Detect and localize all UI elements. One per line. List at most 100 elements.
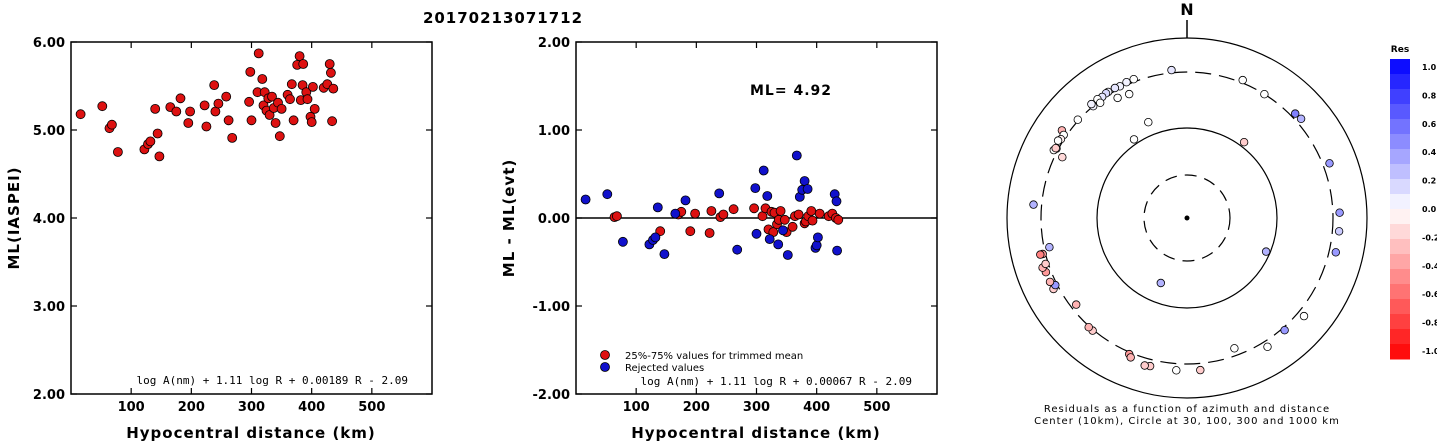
legend-blue-label: Rejected values (625, 363, 704, 374)
colorbar-cell (1390, 269, 1410, 285)
colorbar-cell (1390, 149, 1410, 165)
station-residual-point (1095, 98, 1105, 107)
station-residual-point (1299, 311, 1309, 321)
station-residual-point (1122, 77, 1131, 87)
x-tick-label: 400 (298, 400, 325, 415)
station-residual-point (1126, 353, 1135, 362)
station-residual-point (1110, 83, 1120, 93)
ml-vs-distance-panel: 100 200 300 400 500 2.00 3.00 4.00 5.00 6.00 ML(I… (5, 36, 433, 441)
data-point (306, 117, 317, 127)
data-point (328, 83, 339, 94)
rejected-point (652, 202, 663, 213)
y-tick-label: 0.00 (538, 212, 570, 227)
station-residual-point (1144, 117, 1153, 127)
data-point (244, 96, 255, 107)
station-residual-point (1172, 366, 1181, 375)
legend-red-label: 25%-75% values for trimmed mean (625, 351, 803, 362)
station-residual-point (1029, 200, 1038, 209)
x-tick-label: 100 (623, 400, 650, 415)
colorbar-label: -0.6 (1422, 290, 1437, 299)
station-residual-point (1196, 365, 1205, 375)
data-point (209, 80, 220, 90)
rejected-point (773, 239, 784, 250)
colorbar-cell (1390, 74, 1410, 90)
data-point (201, 121, 212, 132)
station-residual-point (1156, 278, 1165, 288)
station-residual-point (1140, 361, 1149, 370)
panel2-formula: log A(nm) + 1.11 log R + 0.00067 R - 2.0… (640, 375, 912, 388)
panel1-ylabel: ML(IASPEI) (5, 166, 23, 269)
x-tick-label: 400 (803, 400, 830, 415)
colorbar-cell (1390, 329, 1410, 345)
residual-colorbar: Res 1.0 0.8 0.6 0.4 0.2 0.0 -0.2 -0.4 -0.6 -0.8 -1… (1390, 45, 1437, 360)
data-point (298, 59, 309, 69)
station-residual-point (1045, 277, 1055, 287)
colorbar-label: 1.0 (1422, 63, 1437, 72)
colorbar-cell (1390, 239, 1410, 255)
colorbar-cell (1390, 194, 1410, 210)
station-residual-point (1296, 114, 1306, 123)
colorbar-cell (1390, 209, 1410, 225)
y-tick-label: 2.00 (538, 36, 570, 51)
ring-1000km (1006, 37, 1368, 399)
station-residual-point (1087, 99, 1096, 109)
colorbar-label: -0.4 (1422, 262, 1437, 271)
panel1-formula: log A(nm) + 1.11 log R + 0.00189 R - 2.0… (136, 374, 408, 387)
station-residual-point (1335, 208, 1344, 217)
data-point (779, 214, 790, 225)
station-residual-point (1124, 89, 1134, 99)
data-point (806, 206, 817, 216)
data-point (246, 115, 257, 126)
colorbar-label: -0.8 (1422, 319, 1437, 328)
rejected-point (758, 165, 769, 176)
colorbar-cell (1390, 134, 1410, 150)
data-point (307, 82, 318, 92)
y-tick-label: 2.00 (33, 388, 65, 403)
colorbar-cell (1390, 59, 1410, 75)
data-point (728, 204, 739, 215)
rejected-point (832, 245, 842, 256)
station-residual-point (1325, 159, 1334, 168)
y-tick-label: -2.00 (533, 388, 570, 403)
azimuth-distance-panel: N Residuals as a function of azimuth and… (1006, 0, 1368, 427)
data-point (150, 104, 161, 114)
colorbar-cell (1390, 224, 1410, 240)
colorbar-label: -1.0 (1422, 347, 1437, 356)
data-point (286, 79, 297, 90)
data-point (199, 100, 210, 111)
rejected-point (782, 250, 793, 260)
rejected-point (714, 188, 725, 199)
rejected-point (650, 232, 661, 243)
rejected-point (831, 196, 842, 207)
station-residual-point (1071, 300, 1081, 309)
data-point (253, 48, 264, 59)
station-residual-point (1073, 115, 1082, 124)
y-tick-label: 6.00 (33, 36, 65, 51)
rejected-point (764, 234, 775, 245)
data-point (274, 131, 285, 142)
panel1-xlabel: Hypocentral distance (km) (126, 424, 376, 441)
rejected-point (802, 184, 813, 194)
rejected-point (750, 183, 761, 194)
rejected-point (680, 195, 691, 206)
data-point (833, 214, 844, 225)
data-point (807, 215, 818, 226)
data-point (270, 118, 281, 128)
y-tick-label: -1.00 (533, 300, 570, 315)
data-point (107, 119, 117, 130)
rejected-point (751, 228, 762, 239)
x-tick-label: 500 (863, 400, 890, 415)
data-point (309, 104, 320, 114)
x-tick-label: 200 (683, 400, 710, 415)
data-point (221, 91, 232, 102)
colorbar-title: Res (1391, 45, 1409, 55)
rejected-point (670, 208, 681, 219)
data-point (288, 115, 299, 126)
data-point (223, 115, 234, 126)
colorbar-label: 0.6 (1422, 120, 1437, 129)
colorbar-cell (1390, 344, 1410, 360)
data-point (171, 106, 182, 117)
station-residual-point (1261, 247, 1271, 256)
y-tick-label: 1.00 (538, 124, 570, 139)
